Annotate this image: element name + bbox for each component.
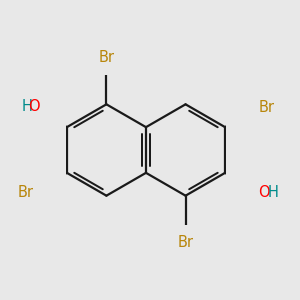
Text: O: O (28, 99, 40, 114)
Text: H: H (21, 99, 32, 114)
Text: Br: Br (178, 235, 194, 250)
Text: Br: Br (17, 185, 33, 200)
Text: O: O (258, 185, 269, 200)
Text: Br: Br (259, 100, 275, 115)
Text: H: H (268, 185, 279, 200)
Text: Br: Br (98, 50, 114, 65)
